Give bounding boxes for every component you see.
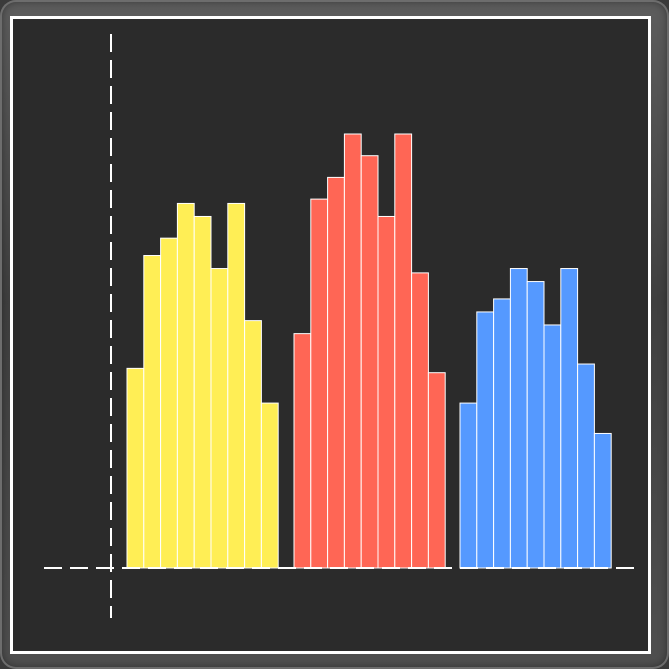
bar-series3-4 xyxy=(509,268,528,569)
bar-series2-8 xyxy=(411,272,429,569)
bar-layer xyxy=(126,133,612,569)
bar-series1-7 xyxy=(227,202,246,569)
bar-series1-2 xyxy=(143,255,162,569)
bar-series2-5 xyxy=(360,155,379,569)
axes-layer xyxy=(44,34,638,618)
bar-series1-6 xyxy=(210,268,229,569)
bar-series2-6 xyxy=(377,215,396,569)
bar-series3-6 xyxy=(543,324,562,569)
bar-series3-1 xyxy=(459,402,478,569)
bar-series2-1 xyxy=(293,333,312,569)
bar-series1-5 xyxy=(193,215,212,569)
bar-series1-8 xyxy=(244,320,262,569)
bar-series2-3 xyxy=(327,176,345,569)
bar-series2-4 xyxy=(343,133,362,569)
bar-series2-2 xyxy=(310,198,329,569)
bar-series1-3 xyxy=(160,237,178,569)
bar-series2-7 xyxy=(394,133,413,569)
bar-series3-9 xyxy=(593,432,612,569)
bar-series3-7 xyxy=(560,268,579,569)
bar-series2-9 xyxy=(427,372,446,569)
bar-series3-3 xyxy=(493,298,511,569)
bar-series3-5 xyxy=(526,281,545,569)
bar-series3-8 xyxy=(577,363,595,569)
bar-series1-4 xyxy=(176,202,195,569)
bar-series1-9 xyxy=(260,402,279,569)
bar-series1-1 xyxy=(126,367,145,569)
bar-series3-2 xyxy=(476,311,495,569)
